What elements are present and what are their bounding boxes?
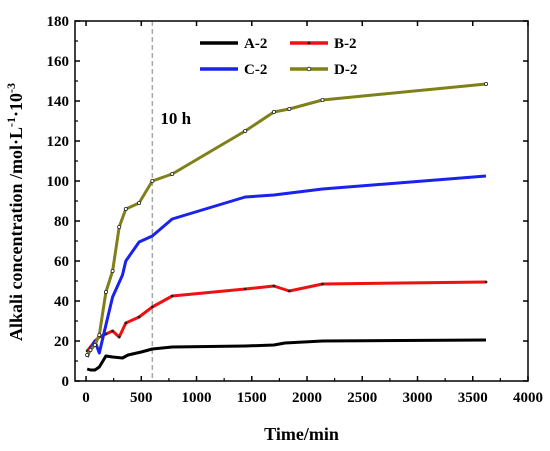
legend-item-b-2: B-2	[290, 36, 357, 52]
data-point	[103, 289, 108, 294]
x-tick-label: 500	[130, 390, 153, 406]
y-axis-title-sup2: -3	[4, 83, 18, 93]
x-tick-label: 4000	[513, 390, 543, 406]
series-line-d-2	[85, 82, 487, 356]
y-tick-label: 100	[47, 174, 70, 190]
legend-item-a-2: A-2	[200, 36, 267, 52]
x-axis-title: Time/min	[264, 424, 339, 444]
y-tick-label: 180	[47, 14, 70, 30]
y-tick-label: 20	[54, 334, 69, 350]
legend-item-c-2: C-2	[200, 62, 267, 78]
ticks-layer: 0 500 1000 1500 2000 2500 3000 3500 4000 0 20 40 60 8…	[47, 14, 544, 406]
legend-marker	[307, 41, 311, 45]
x-tick-label: 2500	[347, 390, 377, 406]
data-point	[272, 284, 276, 288]
data-point	[243, 128, 248, 133]
legend-label: C-2	[244, 62, 267, 78]
series-a-2	[86, 338, 487, 372]
data-point	[124, 321, 128, 325]
legend-label: B-2	[334, 36, 357, 52]
data-point	[97, 332, 102, 337]
y-tick-label: 80	[54, 214, 69, 230]
series-line-a-2	[86, 338, 487, 372]
series-line-c-2	[85, 174, 487, 358]
data-point	[110, 268, 115, 273]
y-axis-title-main: Alkali concentration /mol·L	[6, 127, 26, 341]
data-point	[92, 342, 97, 347]
x-tick-label: 1500	[237, 390, 267, 406]
y-tick-label: 140	[47, 94, 70, 110]
data-point	[170, 171, 175, 176]
data-point	[150, 305, 154, 309]
data-point	[271, 110, 276, 115]
data-point	[88, 347, 93, 352]
legend-marker	[306, 66, 312, 72]
data-point	[484, 280, 488, 284]
y-tick-label: 40	[54, 294, 69, 310]
legend-label: D-2	[334, 62, 357, 78]
y-tick-label: 0	[62, 374, 70, 390]
series-c-2	[85, 174, 487, 358]
data-point	[287, 289, 291, 293]
y-axis-title-mid: ·10	[6, 93, 26, 117]
data-point	[111, 329, 114, 333]
y-tick-label: 160	[47, 54, 70, 70]
data-point	[117, 224, 122, 229]
data-point	[320, 98, 325, 103]
series-d-2	[85, 82, 489, 357]
legend-label: A-2	[244, 36, 267, 52]
annotation-10h: 10 h	[160, 109, 191, 128]
data-point	[137, 315, 141, 319]
y-tick-label: 120	[47, 134, 70, 150]
legend: A-2 B-2 C-2 D-2	[200, 36, 357, 78]
y-axis-title-sup1: -1	[4, 117, 18, 127]
data-point	[137, 200, 142, 205]
series-layer	[85, 82, 489, 372]
y-tick-label: 60	[54, 254, 69, 270]
x-tick-label: 0	[82, 390, 90, 406]
data-point	[243, 287, 247, 291]
data-point	[150, 178, 155, 183]
data-point	[85, 352, 90, 357]
x-tick-label: 3000	[403, 390, 433, 406]
data-point	[123, 206, 128, 211]
legend-item-d-2: D-2	[290, 62, 357, 78]
data-point	[117, 335, 121, 339]
x-tick-label: 1000	[182, 390, 212, 406]
plot-frame	[74, 20, 529, 382]
x-tick-label: 2000	[292, 390, 322, 406]
data-point	[484, 82, 489, 87]
y-axis-title: Alkali concentration /mol·L-1·10-3	[4, 83, 26, 341]
data-point	[287, 107, 292, 112]
data-point	[321, 282, 324, 286]
x-tick-label: 3500	[458, 390, 488, 406]
data-point	[170, 294, 174, 298]
